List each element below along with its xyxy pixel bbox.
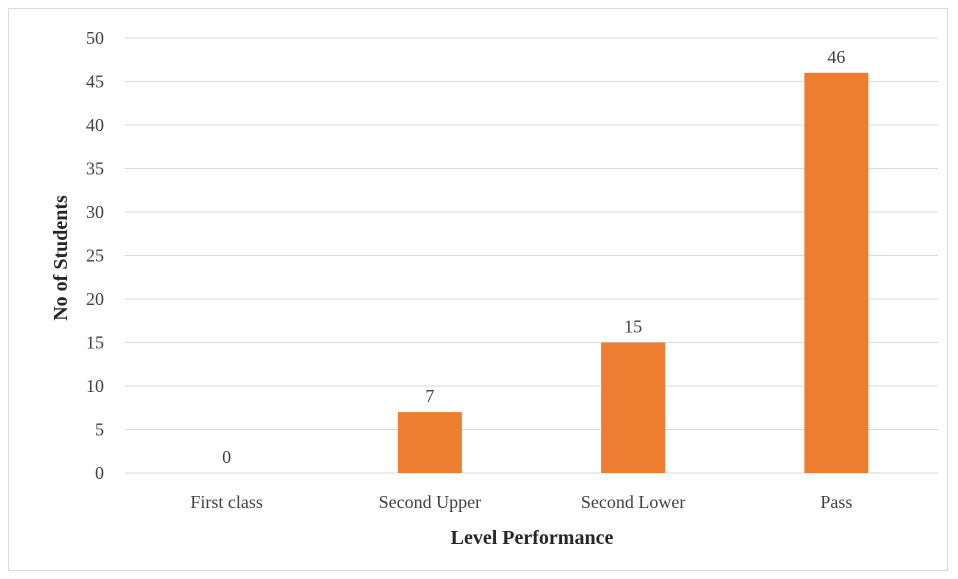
chart-frame xyxy=(8,8,948,571)
bar-second-lower xyxy=(601,342,666,473)
data-labels: 0 7 15 46 xyxy=(222,47,845,467)
bars xyxy=(397,72,869,474)
gridlines xyxy=(125,37,938,474)
y-axis-ticks: 0 5 10 15 20 25 30 35 40 45 50 xyxy=(86,28,104,483)
y-tick-label: 45 xyxy=(86,72,104,92)
y-tick-label: 25 xyxy=(86,246,104,266)
x-tick-label: Second Upper xyxy=(379,492,481,512)
data-label: 15 xyxy=(624,317,642,337)
y-tick-label: 35 xyxy=(86,159,104,179)
data-label: 7 xyxy=(425,386,434,406)
x-tick-label: Second Lower xyxy=(581,492,685,512)
data-label: 0 xyxy=(222,447,231,467)
y-axis-title: No of Students xyxy=(50,195,72,321)
y-tick-label: 0 xyxy=(95,463,104,483)
data-label: 46 xyxy=(827,47,845,67)
y-tick-label: 5 xyxy=(95,420,104,440)
y-tick-label: 40 xyxy=(86,115,104,135)
y-tick-label: 10 xyxy=(86,376,104,396)
bar-pass xyxy=(804,72,869,474)
x-axis-ticks: First class Second Upper Second Lower Pass xyxy=(190,492,852,512)
x-tick-label: Pass xyxy=(820,492,852,512)
y-tick-label: 15 xyxy=(86,333,104,353)
x-tick-label: First class xyxy=(190,492,263,512)
y-tick-label: 20 xyxy=(86,289,104,309)
y-tick-label: 30 xyxy=(86,202,104,222)
x-axis-title: Level Performance xyxy=(451,527,614,549)
y-tick-label: 50 xyxy=(86,28,104,48)
bar-second-upper xyxy=(397,412,462,473)
